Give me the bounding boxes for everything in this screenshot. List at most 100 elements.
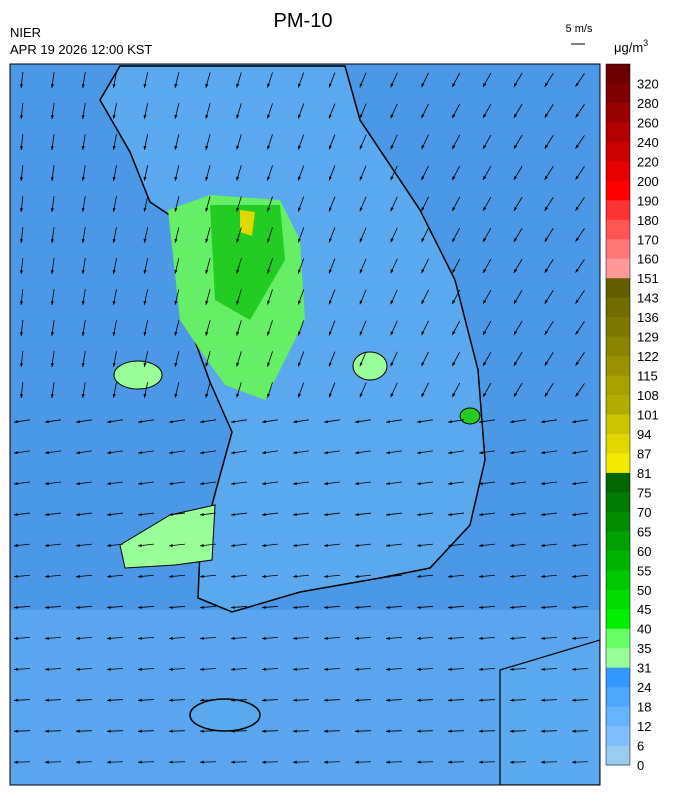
wind-arrow-head [19,84,24,88]
wind-arrow-head [390,238,394,243]
wind-arrow-head [421,83,425,88]
wind-arrow-head [510,543,514,548]
colorbar-cell [606,628,630,649]
wind-arrow-head [81,84,85,88]
wind-arrow-head [200,543,204,548]
wind-arrow-head [169,636,173,640]
colorbar: 3202802602402202001901801701601511431361… [605,63,659,773]
wind-arrow-head [298,362,301,367]
wind-arrow-head [359,114,363,119]
wind-arrow-head [138,605,142,609]
wind-arrow-head [386,760,390,764]
wind-arrow-head [328,362,332,367]
wind-arrow-head [510,482,514,486]
colorbar-label: 122 [637,349,659,364]
wind-arrow-head [293,512,297,517]
wind-arrow-head [510,451,514,455]
wind-arrow-head [483,330,487,335]
wind-arrow-head [169,543,173,548]
colorbar-cell [606,219,630,240]
wind-arrow-head [293,420,297,424]
wind-arrow-head [267,331,271,336]
wind-arrow-head [81,394,85,398]
wind-arrow-head [169,482,173,486]
wind-arrow-head [174,393,178,398]
wind-arrow-head [112,145,116,150]
wind-arrow-head [169,451,173,455]
colorbar-cell [606,102,630,123]
wind-arrow-head [324,543,328,548]
timestamp: APR 19 2026 12:00 KST [10,42,152,57]
wind-arrow-head [14,512,18,517]
wind-arrow-head [390,207,394,212]
wind-arrow-head [390,145,394,150]
wind-arrow-head [452,145,456,150]
wind-arrow-head [143,145,147,150]
wind-arrow-head [479,605,483,609]
wind-arrow-head [513,330,518,335]
wind-arrow-head [107,420,111,424]
wind-arrow-head [417,574,421,578]
colorbar-label: 108 [637,388,659,403]
wind-arrow-head [572,574,576,578]
colorbar-label: 240 [637,135,659,150]
wind-arrow-head [483,237,487,242]
wind-arrow-head [143,83,147,88]
wind-arrow-head [298,207,301,212]
wind-arrow-head [14,451,18,455]
wind-arrow-head [19,115,24,119]
wind-arrow-head [386,451,390,455]
wind-arrow-head [355,729,359,733]
colorbar-label: 180 [637,213,659,228]
wind-arrow-head [324,512,328,517]
wind-arrow-head [386,420,390,424]
wind-arrow-head [421,114,425,119]
wind-arrow-head [14,605,18,609]
wind-arrow-head [19,301,24,305]
wind-arrow-head [510,605,514,609]
wind-arrow-head [138,451,142,455]
wind-arrow-head [328,238,332,243]
wind-arrow-head [298,300,301,305]
wind-arrow-head [19,332,24,336]
wind-arrow-head [575,268,579,273]
colorbar-cell [606,356,630,377]
wind-arrow-head [76,574,80,578]
colorbar-label: 70 [637,505,651,520]
colorbar-cell [606,492,630,513]
wind-arrow-head [169,605,173,609]
wind-arrow-head [19,239,24,243]
wind-arrow-head [513,82,518,87]
wind-arrow-head [205,393,209,398]
wind-arrow-head [421,176,425,181]
colorbar-label: 31 [637,661,651,676]
wind-arrow-head [267,238,271,243]
wind-arrow-head [205,300,209,305]
wind-arrow-head [262,482,266,486]
wind-arrow-head [575,206,579,211]
wind-arrow-head [45,667,49,671]
wind-arrow-head [138,698,142,702]
wind-arrow-head [138,512,142,517]
wind-arrow-head [205,238,209,243]
wind-arrow-head [205,331,209,336]
wind-arrow-head [231,760,235,764]
wind-arrow-head [541,512,545,517]
wind-arrow-head [236,114,240,119]
wind-arrow-head [138,543,142,548]
colorbar-label: 24 [637,680,651,695]
wind-arrow-head [262,420,266,424]
map-frame [9,63,601,786]
wind-arrow-head [452,331,456,336]
peak-area [240,210,255,236]
wind-arrow-head [417,420,421,424]
wind-arrow-head [541,574,545,578]
wind-arrow-head [417,667,421,671]
wind-arrow-head [107,512,111,517]
wind-arrow-head [138,729,142,733]
wind-arrow-head [575,392,579,397]
wind-arrow-head [452,300,456,305]
wind-arrow-head [14,543,18,548]
wind-arrow-head [328,83,332,88]
